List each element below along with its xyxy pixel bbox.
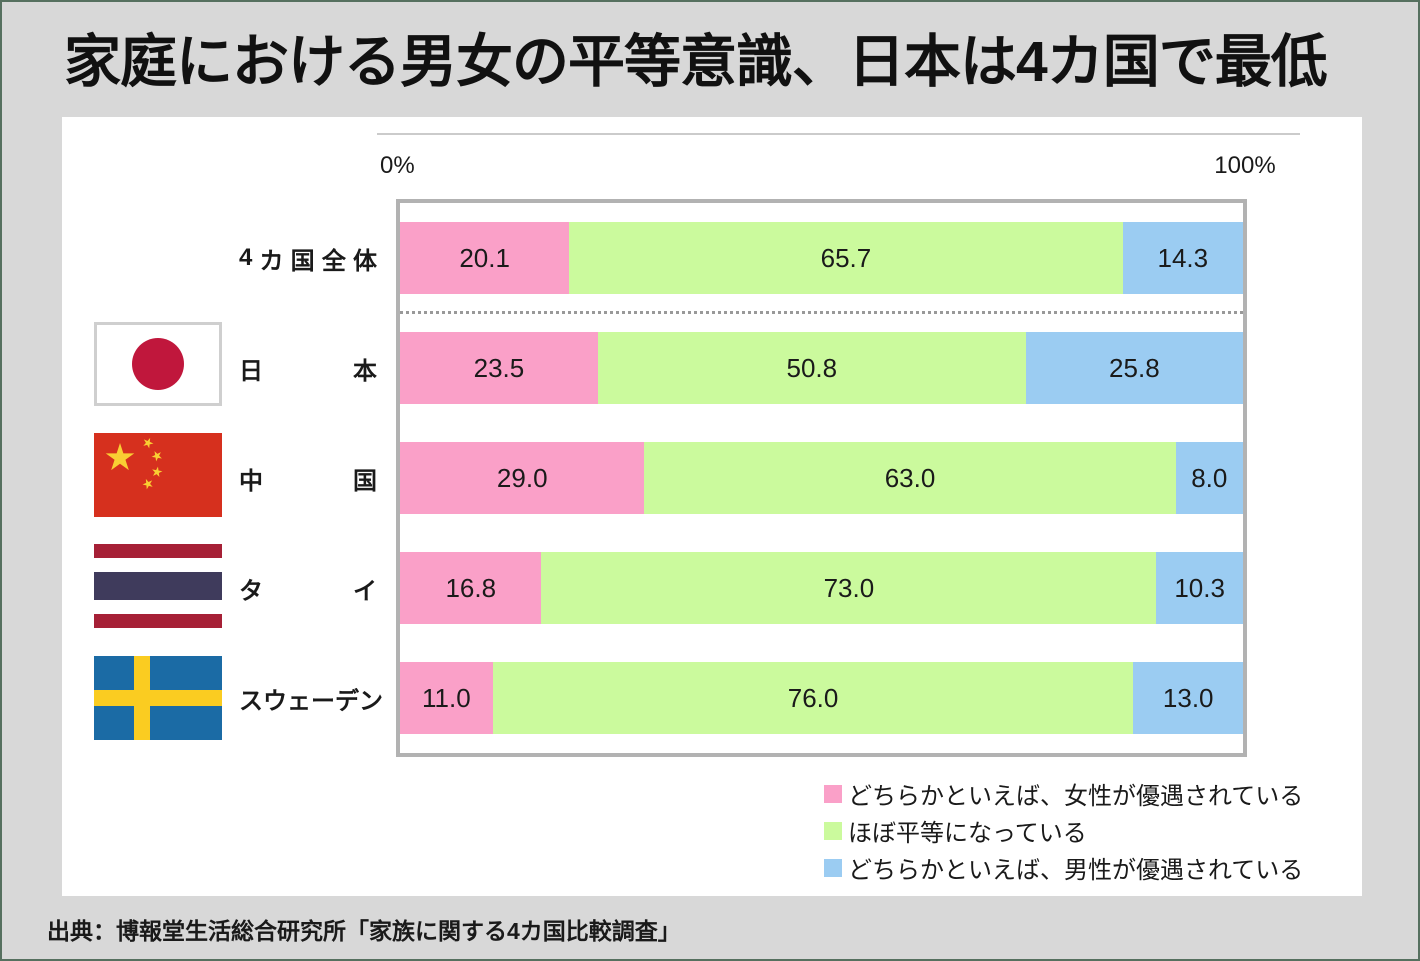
- thailand-flag-icon: [94, 544, 222, 628]
- bar-segment-female-favored: 23.5: [400, 332, 598, 404]
- segment-value: 13.0: [1162, 682, 1214, 713]
- japan-flag-icon: [94, 322, 222, 406]
- bar-segment-male-favored: 14.3: [1122, 222, 1243, 294]
- legend-item-female-favored: どちらかといえば、女性が優遇されている: [824, 775, 1303, 812]
- legend-label: どちらかといえば、男性が優遇されている: [848, 857, 1304, 884]
- segment-value: 8.0: [1191, 462, 1228, 493]
- segment-value: 10.3: [1174, 572, 1225, 603]
- bar-segment-female-favored: 11.0: [400, 662, 493, 734]
- bar-segment-equal: 63.0: [644, 442, 1176, 514]
- category-label-japan: 日本: [239, 357, 377, 385]
- stacked-bar: 29.0 63.0 8.0: [400, 442, 1243, 514]
- legend-label: ほぼ平等になっている: [848, 820, 1087, 847]
- china-flag-icon: [94, 433, 222, 517]
- segment-value: 73.0: [823, 572, 875, 603]
- stacked-bar: 20.1 65.7 14.3: [400, 222, 1243, 294]
- stacked-bar: 23.5 50.8 25.8: [400, 332, 1243, 404]
- x-axis-tick-max: 100%: [1214, 152, 1276, 179]
- x-axis-tick-min: 0%: [380, 152, 415, 179]
- segment-value: 11.0: [422, 682, 471, 713]
- bar-segment-female-favored: 29.0: [400, 442, 645, 514]
- stacked-bar: 16.8 73.0 10.3: [400, 552, 1244, 624]
- bar-segment-male-favored: 25.8: [1025, 332, 1243, 404]
- bar-row-japan: 23.5 50.8 25.8: [400, 313, 1243, 423]
- legend-swatch-pink-icon: [824, 784, 842, 803]
- bar-row-sweden: 11.0 76.0 13.0: [400, 643, 1244, 753]
- bar-segment-male-favored: 10.3: [1156, 552, 1244, 624]
- segment-value: 25.8: [1109, 352, 1160, 383]
- legend-label: どちらかといえば、女性が優遇されている: [848, 783, 1304, 810]
- bar-segment-male-favored: 8.0: [1175, 442, 1243, 514]
- bar-row-china: 29.0 63.0 8.0: [400, 423, 1243, 533]
- bar-row-thailand: 16.8 73.0 10.3: [400, 533, 1244, 643]
- bar-segment-equal: 76.0: [492, 662, 1134, 734]
- category-label-china: 中国: [239, 467, 377, 495]
- dotted-separator: [400, 311, 1243, 314]
- segment-value: 16.8: [445, 572, 497, 603]
- segment-value: 14.3: [1157, 242, 1209, 273]
- source-note: 出典：博報堂生活総合研究所「家族に関する4カ国比較調査」: [47, 918, 681, 944]
- segment-value: 23.5: [473, 352, 525, 383]
- segment-value: 20.1: [459, 242, 510, 273]
- bar-segment-female-favored: 20.1: [400, 222, 570, 294]
- bar-segment-equal: 50.8: [597, 332, 1026, 404]
- legend-item-male-favored: どちらかといえば、男性が優遇されている: [824, 849, 1303, 886]
- sweden-flag-icon: [94, 656, 222, 740]
- bar-segment-equal: 65.7: [569, 222, 1123, 294]
- page-title: 家庭における男女の平等意識、日本は4カ国で最低: [64, 30, 1328, 94]
- legend: どちらかといえば、女性が優遇されている ほぼ平等になっている どちらかといえば、…: [824, 775, 1303, 886]
- category-label-thailand: タイ: [239, 577, 377, 605]
- category-label-sweden: スウェーデン: [239, 687, 383, 715]
- top-rule: [377, 133, 1300, 135]
- segment-value: 50.8: [786, 352, 838, 383]
- bar-row-all: 20.1 65.7 14.3: [400, 203, 1243, 313]
- plot-area: 20.1 65.7 14.3 23.5 50.8 25.8 29.0 63.0 …: [396, 199, 1247, 757]
- legend-swatch-blue-icon: [824, 858, 842, 877]
- legend-item-equal: ほぼ平等になっている: [824, 812, 1303, 849]
- chart-panel: 0% 100%: [62, 117, 1362, 896]
- segment-value: 65.7: [820, 242, 872, 273]
- segment-value: 29.0: [496, 462, 548, 493]
- bar-segment-equal: 73.0: [541, 552, 1157, 624]
- legend-swatch-green-icon: [824, 821, 842, 840]
- segment-value: 63.0: [884, 462, 936, 493]
- bar-segment-male-favored: 13.0: [1133, 662, 1244, 734]
- bar-segment-female-favored: 16.8: [400, 552, 542, 624]
- segment-value: 76.0: [787, 682, 839, 713]
- stacked-bar: 11.0 76.0 13.0: [400, 662, 1244, 734]
